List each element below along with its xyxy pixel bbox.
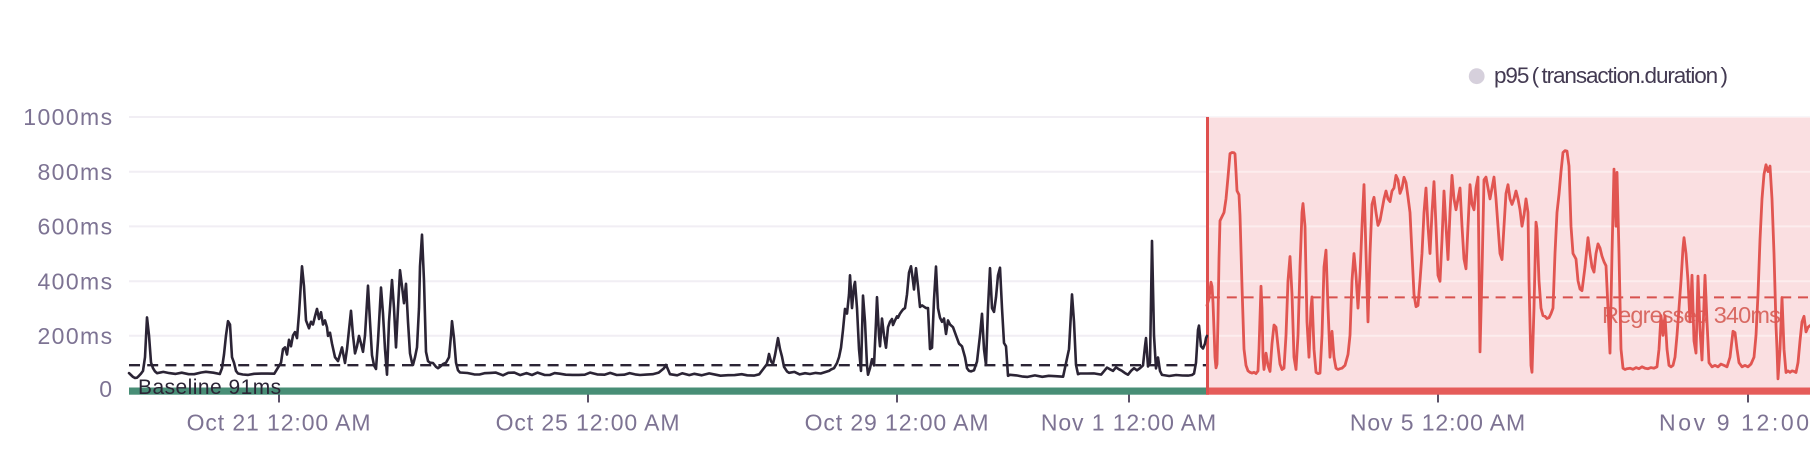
svg-text:200ms: 200ms [37, 323, 113, 349]
svg-text:p95 ( transaction.duration ): p95 ( transaction.duration ) [1494, 63, 1727, 88]
svg-text:600ms: 600ms [37, 214, 113, 240]
svg-text:Oct 25 12:00 AM: Oct 25 12:00 AM [496, 410, 681, 436]
svg-text:Nov 1 12:00 AM: Nov 1 12:00 AM [1041, 410, 1217, 436]
svg-text:Nov 9 12:00 AM: Nov 9 12:00 AM [1659, 410, 1810, 436]
svg-text:Nov 5 12:00 AM: Nov 5 12:00 AM [1350, 410, 1526, 436]
svg-text:Oct 29 12:00 AM: Oct 29 12:00 AM [805, 410, 990, 436]
svg-text:Oct 21 12:00 AM: Oct 21 12:00 AM [187, 410, 372, 436]
svg-text:Baseline 91ms: Baseline 91ms [138, 376, 282, 399]
svg-text:800ms: 800ms [37, 159, 113, 185]
svg-text:1000ms: 1000ms [23, 104, 113, 130]
svg-text:0: 0 [99, 376, 113, 402]
svg-text:400ms: 400ms [37, 268, 113, 294]
